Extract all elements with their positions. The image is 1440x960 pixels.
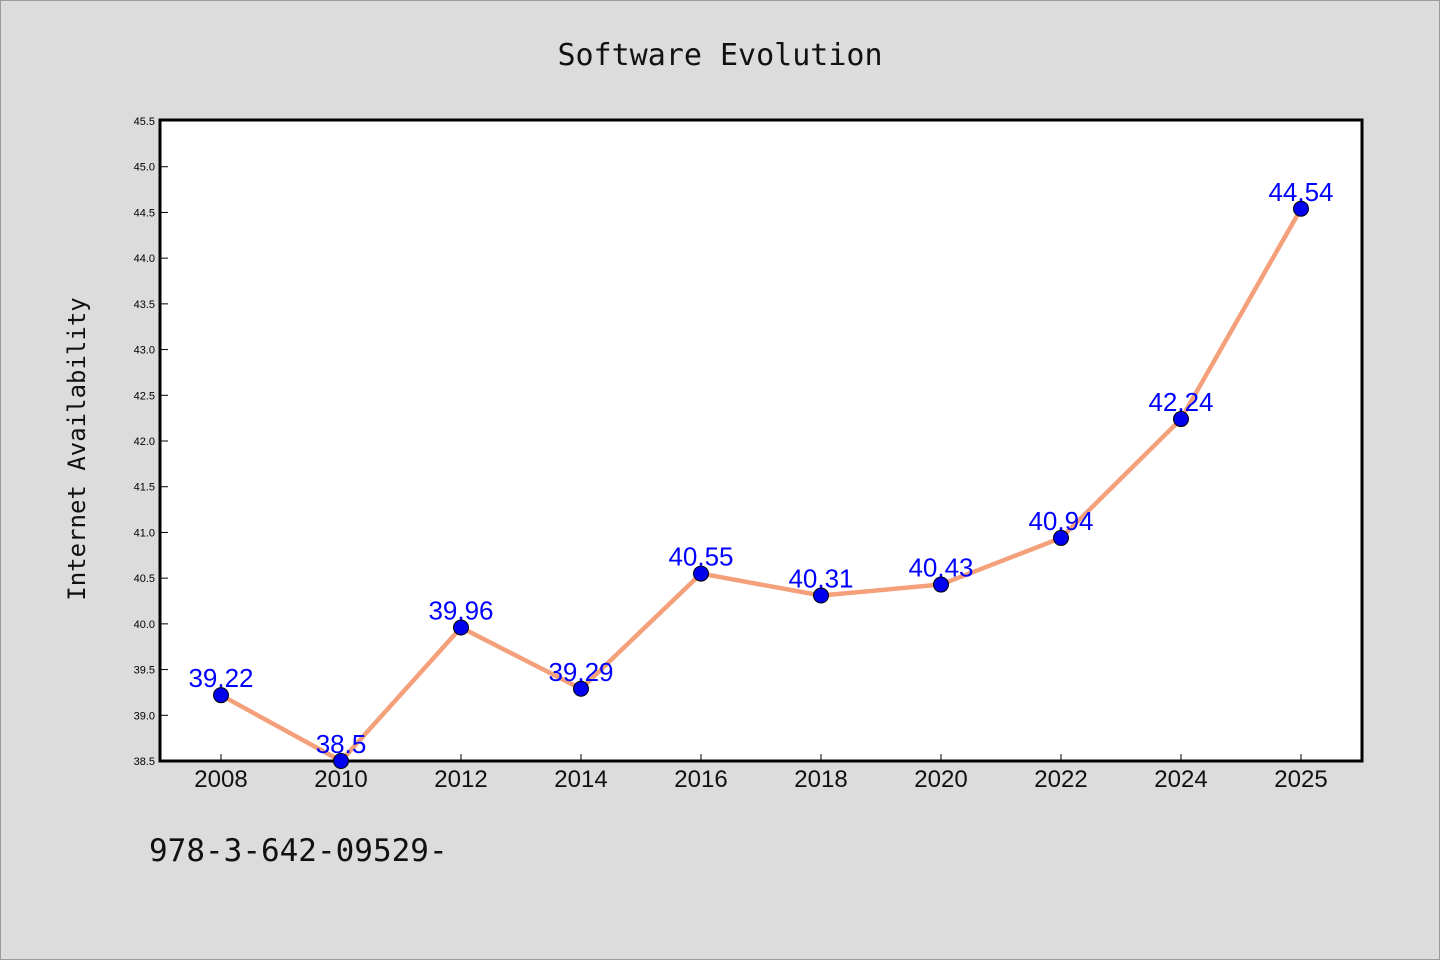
y-tick-label: 42.5: [134, 390, 155, 402]
data-point: [1293, 200, 1309, 217]
data-point: [813, 587, 829, 604]
data-label: 40.43: [908, 553, 973, 583]
data-point: [333, 753, 349, 769]
y-axis-ticks: 38.5 39.0 39.5 40.0 40.5 41.0 41.5 42.0 42.5 43.0…: [134, 116, 168, 768]
x-tick-label: 2012: [434, 766, 487, 793]
y-axis-label: Internet Availability: [63, 297, 91, 600]
data-point: [573, 680, 589, 697]
x-axis-ticks: 2008 2010 2012 2014 2016 2018 2020 2022 2024 2025: [194, 754, 1328, 793]
data-point: [693, 565, 709, 582]
y-tick-label: 40.5: [134, 573, 155, 585]
data-label: 39.29: [548, 657, 613, 687]
isbn-footer-text: 978-3-642-09529-: [149, 833, 448, 869]
y-tick-label: 39.5: [134, 665, 155, 677]
x-tick-label: 2010: [314, 766, 367, 793]
y-tick-label: 44.0: [134, 253, 155, 265]
y-tick-label: 38.5: [134, 756, 155, 768]
data-label: 42.24: [1148, 387, 1213, 417]
y-tick-label: 39.0: [134, 710, 155, 722]
x-tick-label: 2022: [1034, 766, 1087, 793]
data-point: [933, 576, 949, 593]
x-tick-label: 2018: [794, 766, 847, 793]
data-point: [453, 619, 469, 636]
x-tick-label: 2014: [554, 766, 607, 793]
data-label: 40.31: [788, 564, 853, 594]
x-tick-label: 2024: [1154, 766, 1207, 793]
y-tick-label: 45.0: [134, 162, 155, 174]
y-tick-label: 41.0: [134, 527, 155, 539]
data-labels: 39.22 38.5 39.96 39.29 40.55 40.31 40.43 40.94 4…: [188, 177, 1333, 759]
x-tick-label: 2025: [1274, 766, 1327, 793]
y-tick-label: 43.5: [134, 299, 155, 311]
data-label: 44.54: [1268, 177, 1333, 207]
x-tick-label: 2016: [674, 766, 727, 793]
data-label: 38.5: [316, 729, 367, 759]
chart-title: Software Evolution: [557, 38, 882, 73]
data-point: [1053, 529, 1069, 546]
plot-area: [158, 118, 1364, 763]
y-tick-label: 41.5: [134, 482, 155, 494]
x-tick-label: 2020: [914, 766, 967, 793]
y-tick-label: 42.0: [134, 436, 155, 448]
data-label: 40.94: [1028, 506, 1093, 536]
series-line: [219, 207, 1303, 764]
data-markers: [213, 200, 1309, 769]
data-point: [213, 687, 229, 704]
x-tick-label: 2008: [194, 766, 247, 793]
data-point: [1173, 411, 1189, 428]
y-tick-label: 45.5: [134, 116, 155, 128]
data-label: 40.55: [668, 542, 733, 572]
data-label: 39.22: [188, 663, 253, 693]
y-tick-label: 40.0: [134, 619, 155, 631]
y-tick-label: 43.0: [134, 345, 155, 357]
data-label: 39.96: [428, 596, 493, 626]
y-tick-label: 44.5: [134, 207, 155, 219]
